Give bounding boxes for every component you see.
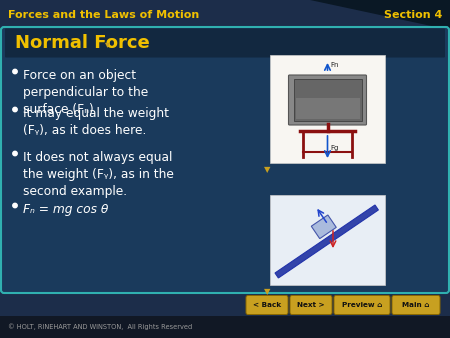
FancyBboxPatch shape xyxy=(246,295,288,314)
Polygon shape xyxy=(310,0,450,30)
Text: It does not always equal
the weight (Fᵧ), as in the
second example.: It does not always equal the weight (Fᵧ)… xyxy=(23,150,174,198)
Text: © HOLT, RINEHART AND WINSTON,  All Rights Reserved: © HOLT, RINEHART AND WINSTON, All Rights… xyxy=(8,324,192,330)
Circle shape xyxy=(13,69,17,74)
Text: Preview ⌂: Preview ⌂ xyxy=(342,302,382,308)
Text: Forces and the Laws of Motion: Forces and the Laws of Motion xyxy=(8,10,199,20)
FancyBboxPatch shape xyxy=(296,98,360,119)
Text: Fn: Fn xyxy=(330,62,339,68)
Text: Section 4: Section 4 xyxy=(383,10,442,20)
Text: Fg: Fg xyxy=(330,145,339,151)
FancyBboxPatch shape xyxy=(392,295,440,314)
Circle shape xyxy=(13,203,17,208)
FancyBboxPatch shape xyxy=(288,75,366,125)
Text: Main ⌂: Main ⌂ xyxy=(402,302,430,308)
Text: Next >: Next > xyxy=(297,302,325,308)
Text: ▾: ▾ xyxy=(105,39,110,49)
Text: < Back: < Back xyxy=(253,302,281,308)
FancyBboxPatch shape xyxy=(290,295,332,314)
Bar xyxy=(0,316,450,338)
Polygon shape xyxy=(311,215,336,239)
FancyBboxPatch shape xyxy=(334,295,390,314)
Text: Fₙ = mg cos θ: Fₙ = mg cos θ xyxy=(23,202,108,216)
Text: Normal Force: Normal Force xyxy=(15,34,150,52)
FancyBboxPatch shape xyxy=(270,55,385,163)
Text: ▼: ▼ xyxy=(264,165,271,174)
Bar xyxy=(0,0,450,30)
Circle shape xyxy=(13,107,17,112)
Text: Force on an object
perpendicular to the
surface (Fₙ): Force on an object perpendicular to the … xyxy=(23,69,148,117)
Text: It may equal the weight
(Fᵧ), as it does here.: It may equal the weight (Fᵧ), as it does… xyxy=(23,106,169,137)
FancyBboxPatch shape xyxy=(1,27,449,293)
Text: ▼: ▼ xyxy=(264,287,271,296)
Circle shape xyxy=(13,151,17,156)
FancyBboxPatch shape xyxy=(270,195,385,285)
Polygon shape xyxy=(275,205,378,278)
FancyBboxPatch shape xyxy=(5,28,445,57)
FancyBboxPatch shape xyxy=(293,79,361,121)
